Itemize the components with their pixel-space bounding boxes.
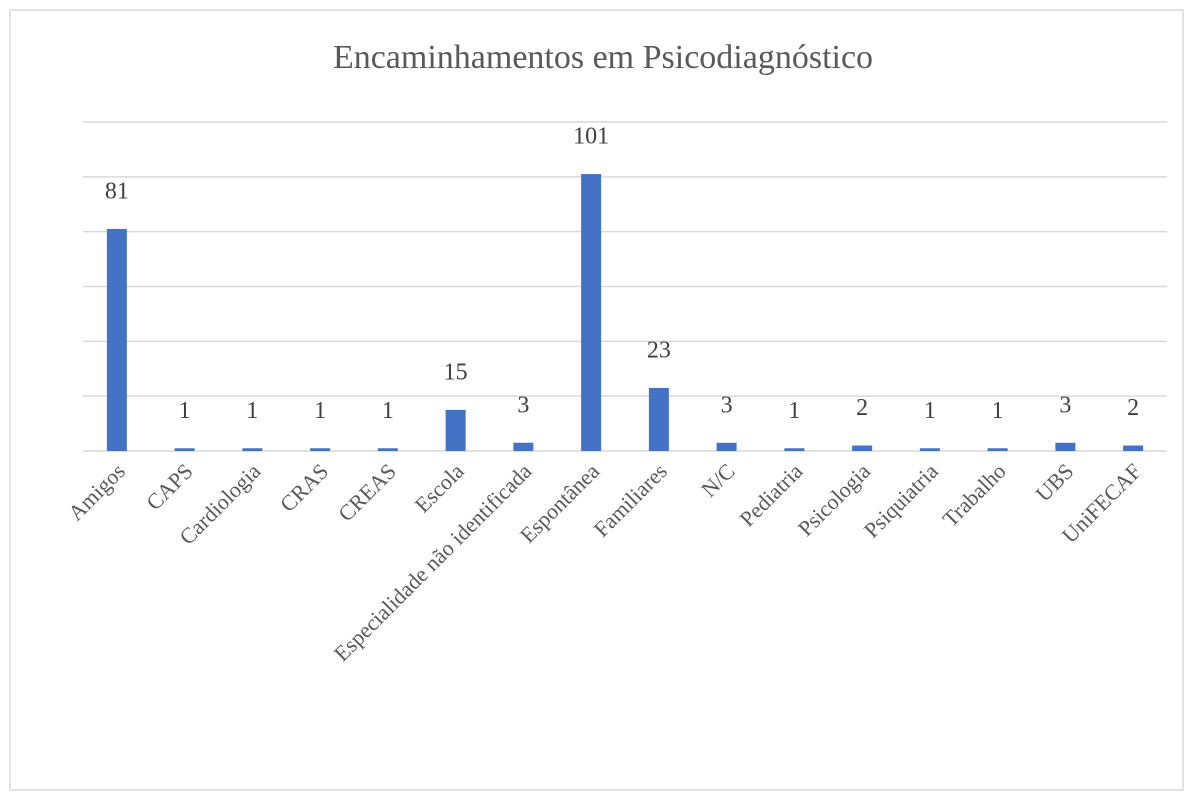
bar (242, 448, 263, 451)
data-label: 3 (1059, 392, 1071, 418)
data-label: 15 (444, 359, 468, 385)
data-label: 2 (856, 395, 868, 421)
data-label: 1 (992, 398, 1004, 424)
data-label: 1 (924, 398, 936, 424)
bar (310, 448, 331, 451)
bar (1123, 445, 1144, 451)
bar (648, 387, 669, 451)
bar (852, 445, 873, 451)
data-label: 1 (314, 398, 326, 424)
bar (784, 448, 805, 451)
data-label: 81 (105, 178, 129, 204)
bar (445, 409, 466, 451)
bar (513, 442, 534, 451)
data-label: 1 (382, 398, 394, 424)
chart-title: Encaminhamentos em Psicodiagnóstico (333, 39, 873, 76)
data-label: 3 (517, 392, 529, 418)
bar (377, 448, 398, 451)
bar (716, 442, 737, 451)
data-label: 101 (573, 124, 609, 150)
data-label: 3 (721, 392, 733, 418)
data-label: 23 (647, 337, 671, 363)
bar (919, 448, 940, 451)
data-label: 1 (246, 398, 258, 424)
data-label: 1 (179, 398, 191, 424)
bar (987, 448, 1008, 451)
bar (106, 228, 127, 451)
data-label: 2 (1127, 395, 1139, 421)
bar (1055, 442, 1076, 451)
bar (581, 174, 602, 451)
bar (174, 448, 195, 451)
data-label: 1 (788, 398, 800, 424)
